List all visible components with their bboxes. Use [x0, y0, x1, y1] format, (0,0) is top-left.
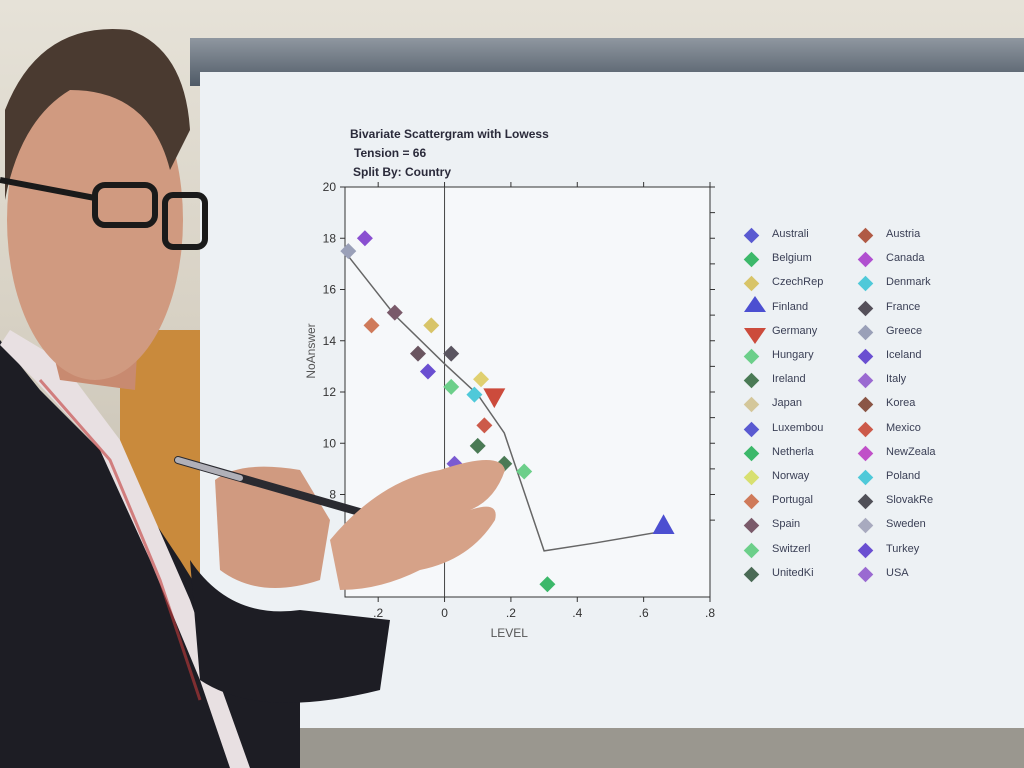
chart-subtitle-split: Split By: Country: [353, 165, 451, 179]
legend-label: Australi: [772, 228, 809, 240]
chart-subtitle-tension: Tension = 66: [354, 146, 427, 160]
legend-marker-icon: [744, 295, 766, 312]
data-point: [473, 371, 490, 388]
legend-label: Finland: [772, 300, 809, 313]
legend-label: Switzerl: [772, 542, 811, 555]
data-point: [363, 317, 380, 334]
legend-label: Greece: [886, 324, 923, 337]
legend-label: Japan: [772, 397, 802, 410]
glasses-lens-left: [92, 182, 158, 228]
x-tick-label: .4: [572, 606, 582, 620]
legend-label: Spain: [772, 518, 801, 531]
data-point: [443, 345, 460, 362]
data-point: [410, 345, 426, 362]
legend-label: Korea: [886, 397, 916, 410]
presenter-shirt: [0, 330, 250, 768]
pen-tip: [175, 457, 243, 481]
data-point: [516, 463, 533, 480]
legend-label: Austria: [886, 228, 921, 240]
data-point: [539, 576, 556, 593]
legend-label: UnitedKi: [772, 566, 814, 579]
legend-label: Denmark: [886, 276, 931, 289]
y-tick-label: 12: [323, 385, 337, 399]
legend-label: Luxembou: [772, 421, 824, 434]
x-axis-label: LEVEL: [491, 626, 529, 640]
presenter-figure: [0, 29, 505, 768]
legend-label: Netherla: [772, 445, 814, 458]
data-point: [419, 363, 436, 380]
x-tick-label: .8: [705, 606, 715, 620]
y-tick-label: 20: [323, 180, 337, 194]
data-point: [466, 386, 483, 403]
chart-title: Bivariate Scattergram with Lowess: [350, 127, 549, 141]
y-tick-label: 10: [323, 436, 337, 450]
glasses-arm: [0, 177, 96, 201]
screen-bottom-edge: [200, 728, 1024, 768]
x-tick-label: .6: [639, 606, 649, 620]
glasses-lens-right: [162, 192, 208, 250]
data-point: [386, 304, 403, 321]
legend-label: Turkey: [886, 542, 920, 555]
data-point: [423, 317, 440, 334]
y-tick-label: 8: [329, 488, 336, 502]
legend-label: Norway: [772, 470, 810, 482]
legend-label: USA: [886, 566, 909, 579]
y-tick-label: 16: [323, 283, 337, 297]
legend-label: France: [886, 300, 921, 313]
lowess-line: [347, 255, 654, 552]
data-point: [476, 417, 493, 434]
legend-label: Italy: [886, 373, 907, 386]
presenter-right-hand: [330, 460, 505, 590]
x-tick-label: 0: [441, 606, 448, 620]
data-point: [443, 378, 460, 395]
legend-label: NewZeala: [886, 445, 936, 458]
legend-label: Canada: [886, 252, 925, 265]
legend-label: Iceland: [886, 349, 922, 361]
data-point: [356, 230, 373, 247]
presenter-shirt-check: [38, 379, 202, 701]
data-point-triangle: [652, 514, 675, 535]
legend-label: Hungary: [772, 349, 814, 361]
data-point-triangle: [483, 388, 506, 409]
legend-label: Belgium: [772, 252, 812, 265]
legend-label: Portugal: [772, 494, 813, 507]
data-point: [496, 455, 513, 472]
x-tick-label: .2: [373, 606, 383, 620]
data-point: [340, 243, 357, 260]
legend-marker-icon: [744, 327, 766, 344]
legend-label: Ireland: [772, 373, 806, 386]
legend-label: CzechRep: [772, 276, 824, 289]
legend-label: Sweden: [886, 518, 926, 531]
legend-label: Poland: [886, 470, 921, 482]
y-tick-label: 18: [323, 231, 337, 245]
y-tick-label: 14: [323, 334, 337, 348]
x-tick-label: .2: [506, 606, 516, 620]
legend-label: SlovakRe: [886, 494, 934, 507]
presenter-arm: [190, 560, 390, 703]
legend-label: Germany: [772, 324, 818, 337]
data-point: [469, 437, 486, 454]
legend-label: Mexico: [886, 421, 921, 434]
presenter-hair: [5, 29, 190, 200]
y-axis-label: NoAnswer: [304, 323, 318, 378]
